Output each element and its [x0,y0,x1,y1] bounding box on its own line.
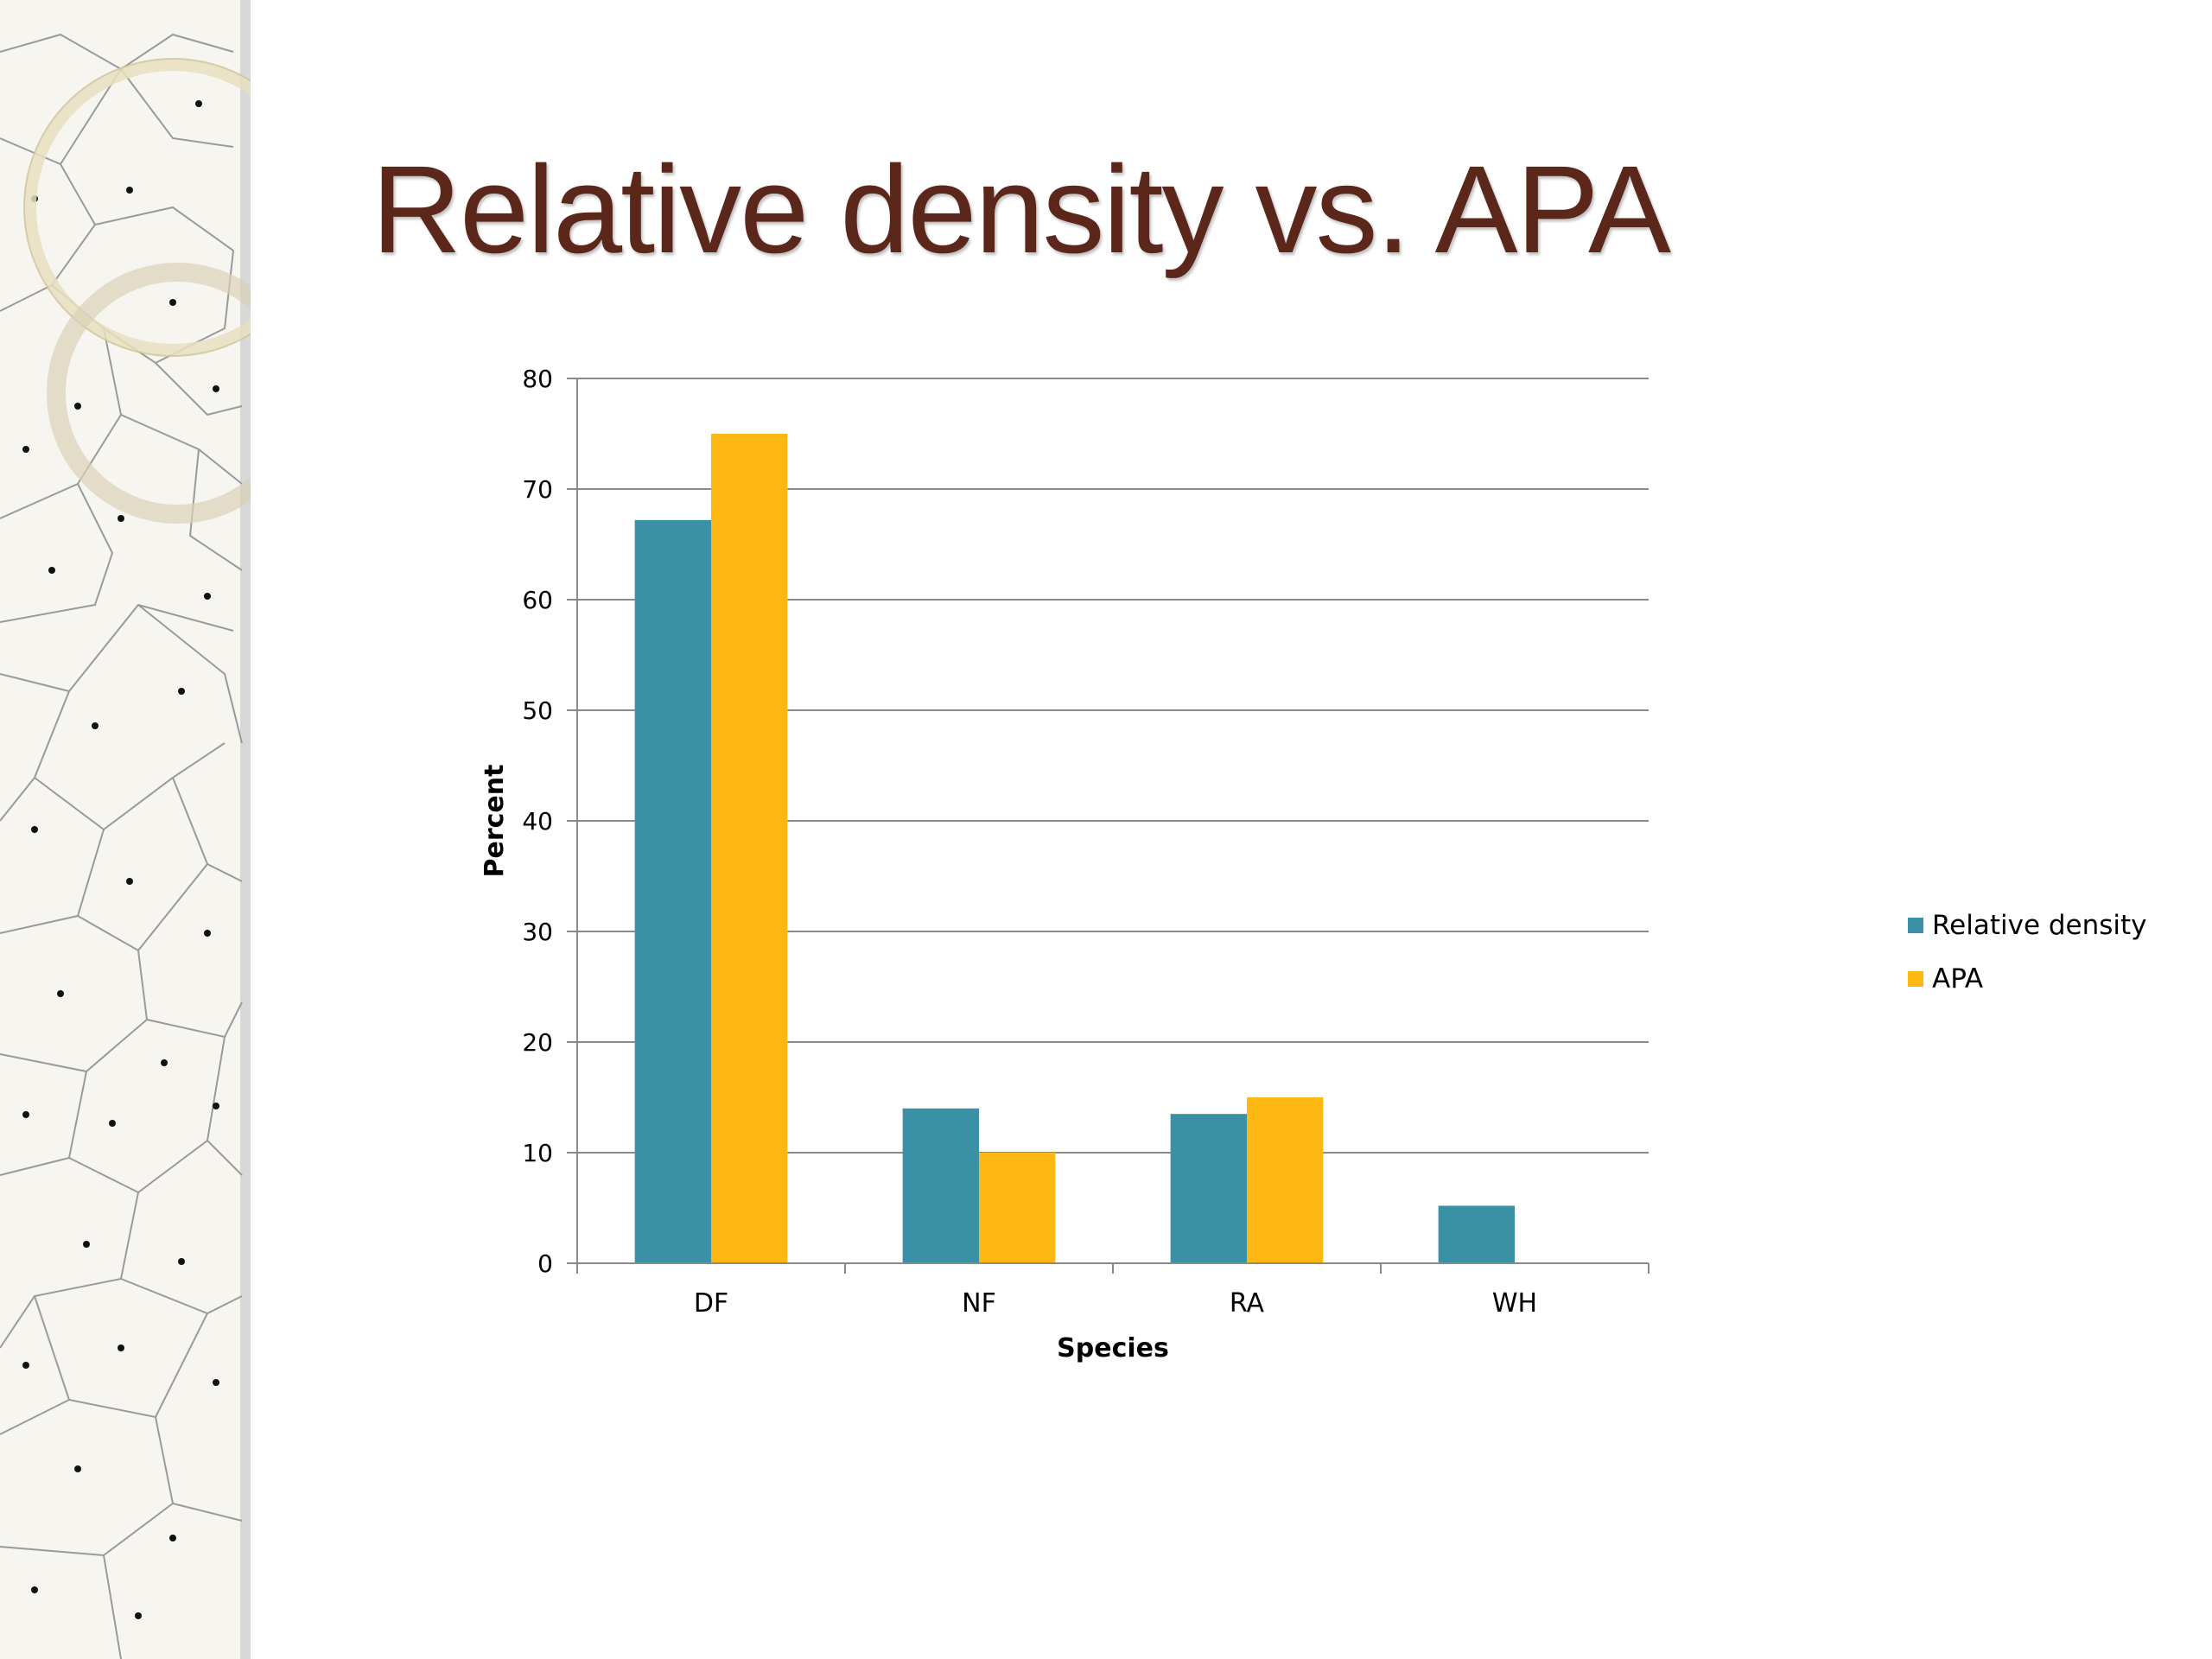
bar-df-apa [711,434,788,1263]
decorative-sidebar [0,0,251,1659]
bar-nf-apa [979,1153,1056,1263]
y-tick-label: 50 [522,696,553,725]
x-axis-label: Species [1057,1333,1169,1363]
y-axis-label: Percent [480,765,510,878]
bar-df-relative-density [634,519,711,1263]
bar-ra-relative-density [1170,1114,1247,1263]
x-tick-label: WH [1492,1288,1537,1319]
x-tick-label: DF [694,1288,728,1319]
y-tick-label: 40 [522,807,553,836]
x-tick-label: RA [1230,1288,1265,1319]
y-tick-label: 20 [522,1028,553,1057]
axes: 0 10 20 30 40 50 60 70 80 DF NF RA WH [522,365,1649,1319]
legend-swatch [1908,971,1923,987]
legend-label: Relative density [1932,910,2147,941]
slide-title: Relative density vs. APA [372,140,1671,279]
chart-legend: Relative density APA [1908,899,2147,1006]
legend-label: APA [1932,963,1984,995]
y-tick-label: 70 [522,475,553,504]
bar-nf-relative-density [902,1108,979,1263]
bar-wh-relative-density [1438,1205,1515,1263]
bars [634,434,1515,1263]
x-tick-label: NF [962,1288,996,1319]
y-tick-label: 0 [537,1249,553,1278]
y-tick-label: 30 [522,918,553,946]
legend-item: APA [1908,952,2147,1006]
legend-swatch [1908,918,1923,933]
bar-ra-apa [1247,1097,1324,1263]
y-tick-label: 10 [522,1139,553,1167]
y-tick-label: 60 [522,586,553,614]
y-tick-label: 80 [522,365,553,393]
legend-item: Relative density [1908,899,2147,952]
